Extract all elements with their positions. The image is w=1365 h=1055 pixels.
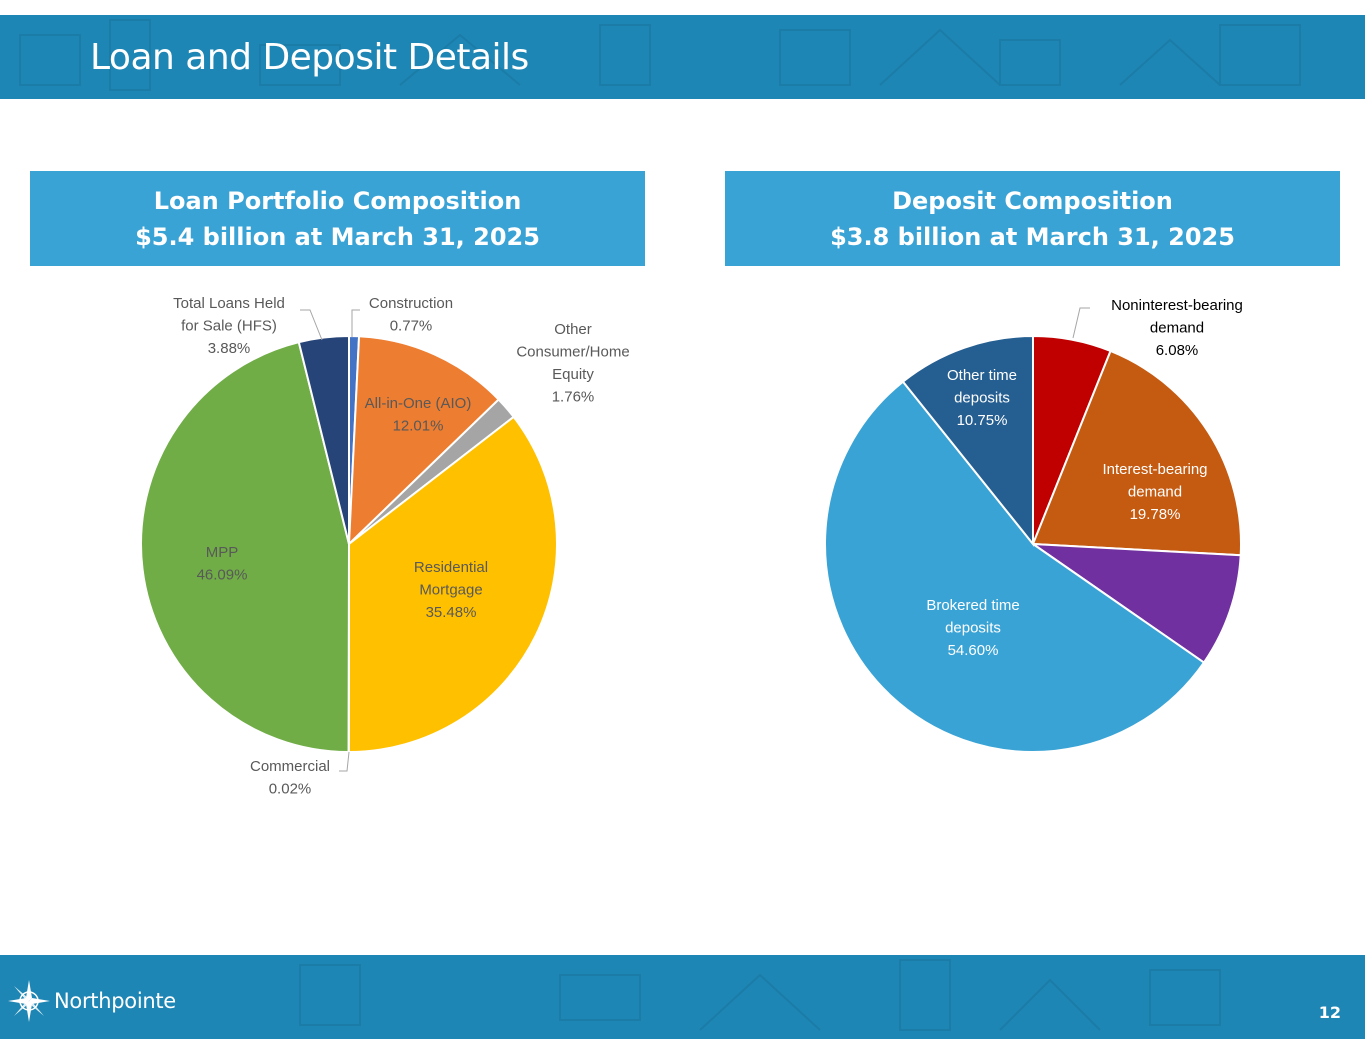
title-bar: Loan and Deposit Details xyxy=(0,15,1365,99)
data-label-interest-bearing-demand: Interest-bearing demand 19.78% xyxy=(1102,461,1207,523)
pie-chart-loans: Construction 0.77% All-in-One (AIO) 12.01% O… xyxy=(140,295,630,798)
data-label-residential-mortgage: Residential Mortgage 35.48% xyxy=(414,559,488,621)
slice-savings-and-money-market xyxy=(1029,542,1242,664)
data-label-all-in-one-aio: All-in-One (AIO) 12.01% xyxy=(365,395,472,435)
house-pattern-background xyxy=(19,19,1301,91)
data-label-construction: Construction 0.77% xyxy=(369,295,453,335)
loan-panel-title: Loan Portfolio Composition xyxy=(153,187,522,215)
page-title: Loan and Deposit Details xyxy=(90,37,529,78)
pie-chart-deposits: Noninterest-bearing demand 6.08% Interest-b… xyxy=(824,297,1243,754)
leader-line xyxy=(339,751,350,772)
slice-residential-mortgage xyxy=(347,415,558,754)
slice-interest-bearing-demand xyxy=(1031,349,1243,557)
slice-brokered-time-deposits xyxy=(824,380,1206,754)
footer-bar: Northpointe 12 xyxy=(0,955,1365,1039)
data-label-total-loans-held-for-sale-hfs: Total Loans Held for Sale (HFS) 3.88% xyxy=(173,295,285,357)
slice-mpp xyxy=(140,340,351,754)
loan-panel-subtitle: $5.4 billion at March 31, 2025 xyxy=(135,223,540,251)
compass-star-icon xyxy=(8,980,50,1022)
data-label-mpp: MPP 46.09% xyxy=(197,544,248,584)
brand-logo: Northpointe xyxy=(8,980,176,1022)
deposit-panel-header: Deposit Composition $3.8 billion at Marc… xyxy=(725,171,1340,266)
data-label-noninterest-bearing-demand: Noninterest-bearing demand 6.08% xyxy=(1111,297,1243,359)
leader-line xyxy=(1072,307,1090,339)
data-label-other-consumer-home-equity: Other Consumer/Home Equity 1.76% xyxy=(516,321,629,406)
deposit-panel-subtitle: $3.8 billion at March 31, 2025 xyxy=(830,223,1235,251)
leader-line xyxy=(300,309,323,341)
data-label-other-time-deposits: Other time deposits 10.75% xyxy=(947,367,1017,429)
slice-other-time-deposits xyxy=(901,334,1034,547)
slice-all-in-one-aio xyxy=(347,335,501,547)
brand-name: Northpointe xyxy=(54,989,176,1013)
leader-line xyxy=(351,309,360,337)
deposit-panel-title: Deposit Composition xyxy=(892,187,1173,215)
data-label-brokered-time-deposits: Brokered time deposits 54.60% xyxy=(926,597,1019,659)
footer-pattern-background xyxy=(299,959,1221,1031)
page-number: 12 xyxy=(1318,1003,1341,1022)
data-label-commercial: Commercial 0.02% xyxy=(250,758,330,798)
slice-total-loans-held-for-sale-hfs xyxy=(297,334,350,545)
loan-panel-header: Loan Portfolio Composition $5.4 billion … xyxy=(30,171,645,266)
